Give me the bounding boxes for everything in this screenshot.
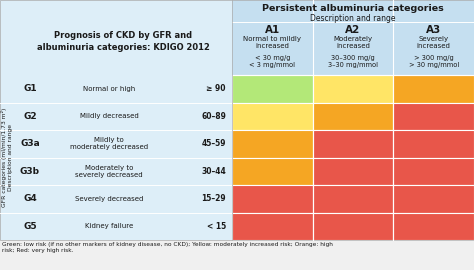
Text: Severely decreased: Severely decreased	[75, 196, 143, 202]
Text: 30–44: 30–44	[201, 167, 226, 176]
Text: Kidney failure: Kidney failure	[85, 223, 133, 229]
Text: Normal or high: Normal or high	[83, 86, 135, 92]
Text: G2: G2	[23, 112, 37, 121]
Text: G3a: G3a	[20, 139, 40, 148]
Bar	[232, 75, 313, 103]
Bar	[393, 157, 474, 185]
Bar	[393, 130, 474, 157]
Text: Prognosis of CKD by GFR and
albuminuria categories: KDIGO 2012: Prognosis of CKD by GFR and albuminuria …	[36, 31, 210, 52]
Text: G1: G1	[23, 84, 37, 93]
Text: Persistent albuminuria categories: Persistent albuminuria categories	[262, 4, 444, 13]
Bar	[232, 157, 313, 185]
Text: 15–29: 15–29	[201, 194, 226, 203]
Text: < 15: < 15	[207, 222, 226, 231]
Text: Green: low risk (if no other markers of kidney disease, no CKD); Yellow: moderat: Green: low risk (if no other markers of …	[2, 242, 333, 253]
Text: Moderately to
severely decreased: Moderately to severely decreased	[75, 165, 143, 178]
Bar	[393, 185, 474, 212]
Text: G3b: G3b	[20, 167, 40, 176]
Bar	[313, 185, 393, 212]
Text: A2: A2	[346, 25, 361, 35]
Bar	[0, 75, 232, 240]
Text: ≥ 90: ≥ 90	[207, 84, 226, 93]
Text: Moderately
increased: Moderately increased	[333, 36, 373, 49]
Text: G4: G4	[23, 194, 37, 203]
Bar	[393, 103, 474, 130]
Text: 45–59: 45–59	[201, 139, 226, 148]
Bar	[313, 75, 393, 103]
Bar	[232, 185, 313, 212]
Bar	[313, 157, 393, 185]
Bar	[313, 130, 393, 157]
Text: Mildly decreased: Mildly decreased	[80, 113, 138, 119]
Text: 30–300 mg/g
3–30 mg/mmol: 30–300 mg/g 3–30 mg/mmol	[328, 55, 378, 69]
Text: Mildly to
moderately decreased: Mildly to moderately decreased	[70, 137, 148, 150]
Bar	[0, 0, 232, 75]
Text: Severely
increased: Severely increased	[417, 36, 451, 49]
Text: GFR categories (ml/min/1.73 m²)
Description and range: GFR categories (ml/min/1.73 m²) Descript…	[1, 108, 13, 207]
Bar	[232, 130, 313, 157]
Text: > 300 mg/g
> 30 mg/mmol: > 300 mg/g > 30 mg/mmol	[409, 55, 459, 69]
Text: G5: G5	[23, 222, 37, 231]
Text: Description and range: Description and range	[310, 14, 396, 23]
Bar	[393, 75, 474, 103]
Text: Normal to mildly
increased: Normal to mildly increased	[243, 36, 301, 49]
Bar	[232, 103, 313, 130]
Bar	[0, 0, 474, 240]
Bar	[232, 212, 313, 240]
Text: A1: A1	[264, 25, 280, 35]
Text: 60–89: 60–89	[201, 112, 226, 121]
Text: < 30 mg/g
< 3 mg/mmol: < 30 mg/g < 3 mg/mmol	[249, 55, 295, 69]
Bar	[313, 212, 393, 240]
Bar	[0, 0, 474, 240]
Bar	[313, 103, 393, 130]
Bar	[232, 0, 474, 75]
Bar	[393, 212, 474, 240]
Text: A3: A3	[426, 25, 441, 35]
